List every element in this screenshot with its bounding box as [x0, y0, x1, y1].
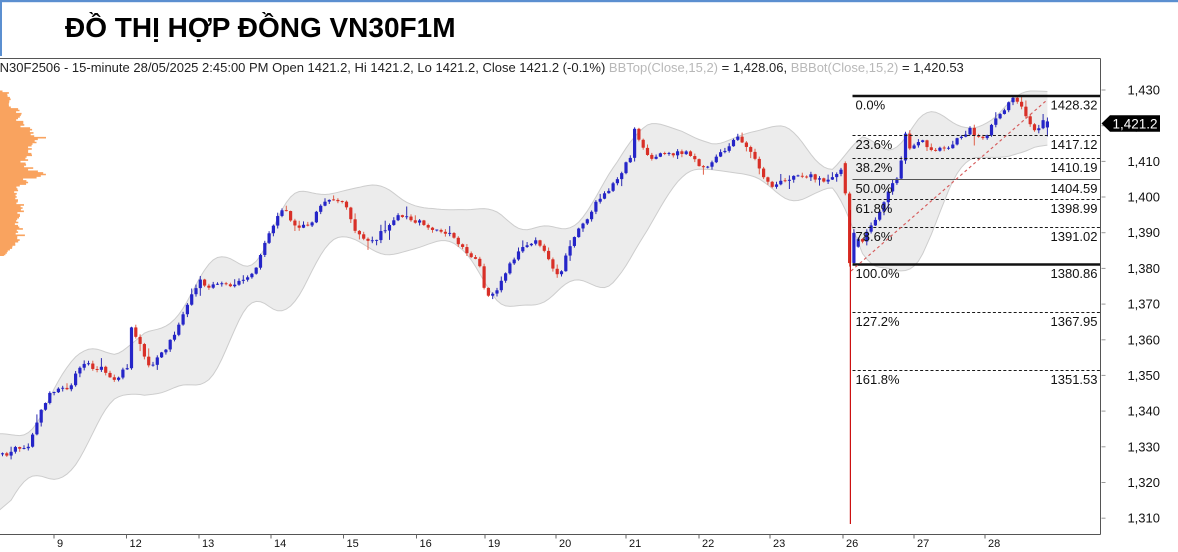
svg-text:1,360: 1,360 [1127, 332, 1160, 347]
svg-text:9: 9 [57, 538, 63, 547]
svg-text:1,340: 1,340 [1127, 404, 1160, 419]
svg-text:1398.99: 1398.99 [1051, 201, 1098, 216]
svg-text:1391.02: 1391.02 [1051, 229, 1098, 244]
svg-text:1351.53: 1351.53 [1051, 372, 1098, 387]
svg-text:1,421.2: 1,421.2 [1112, 116, 1157, 131]
svg-text:1,350: 1,350 [1127, 368, 1160, 383]
svg-text:20: 20 [559, 538, 571, 547]
svg-text:28: 28 [988, 538, 1000, 547]
svg-text:21: 21 [629, 538, 641, 547]
svg-text:22: 22 [702, 538, 714, 547]
svg-text:1428.32: 1428.32 [1051, 98, 1098, 113]
svg-text:1404.59: 1404.59 [1051, 181, 1098, 196]
svg-text:38.2%: 38.2% [856, 160, 893, 175]
svg-text:1,390: 1,390 [1127, 225, 1160, 240]
svg-text:1,430: 1,430 [1127, 83, 1160, 98]
svg-text:14: 14 [274, 538, 286, 547]
svg-text:ĐỒ THỊ HỢP ĐỒNG VN30F1M: ĐỒ THỊ HỢP ĐỒNG VN30F1M [65, 12, 456, 43]
svg-text:100.0%: 100.0% [856, 266, 901, 281]
svg-text:61.8%: 61.8% [856, 201, 893, 216]
svg-text:23.6%: 23.6% [856, 137, 893, 152]
svg-text:127.2%: 127.2% [856, 314, 901, 329]
svg-text:27: 27 [917, 538, 929, 547]
svg-text:12: 12 [130, 538, 142, 547]
svg-text:50.0%: 50.0% [856, 181, 893, 196]
svg-text:1367.95: 1367.95 [1051, 314, 1098, 329]
svg-text:1,330: 1,330 [1127, 439, 1160, 454]
svg-text:1410.19: 1410.19 [1051, 160, 1098, 175]
svg-text:161.8%: 161.8% [856, 372, 901, 387]
svg-text:13: 13 [202, 538, 214, 547]
svg-text:1380.86: 1380.86 [1051, 266, 1098, 281]
svg-text:1417.12: 1417.12 [1051, 137, 1098, 152]
svg-text:1,380: 1,380 [1127, 261, 1160, 276]
svg-text:26: 26 [846, 538, 858, 547]
svg-text:VN30F2506 - 15-minute 28/05/20: VN30F2506 - 15-minute 28/05/2025 2:45:00… [0, 60, 964, 75]
svg-text:0.0%: 0.0% [856, 98, 886, 113]
svg-text:1,320: 1,320 [1127, 475, 1160, 490]
svg-text:78.6%: 78.6% [856, 229, 893, 244]
svg-text:1,400: 1,400 [1127, 190, 1160, 205]
svg-text:15: 15 [347, 538, 359, 547]
svg-text:16: 16 [420, 538, 432, 547]
svg-text:19: 19 [488, 538, 500, 547]
svg-text:1,310: 1,310 [1127, 511, 1160, 526]
svg-text:1,370: 1,370 [1127, 297, 1160, 312]
svg-text:23: 23 [773, 538, 785, 547]
svg-text:1,410: 1,410 [1127, 154, 1160, 169]
